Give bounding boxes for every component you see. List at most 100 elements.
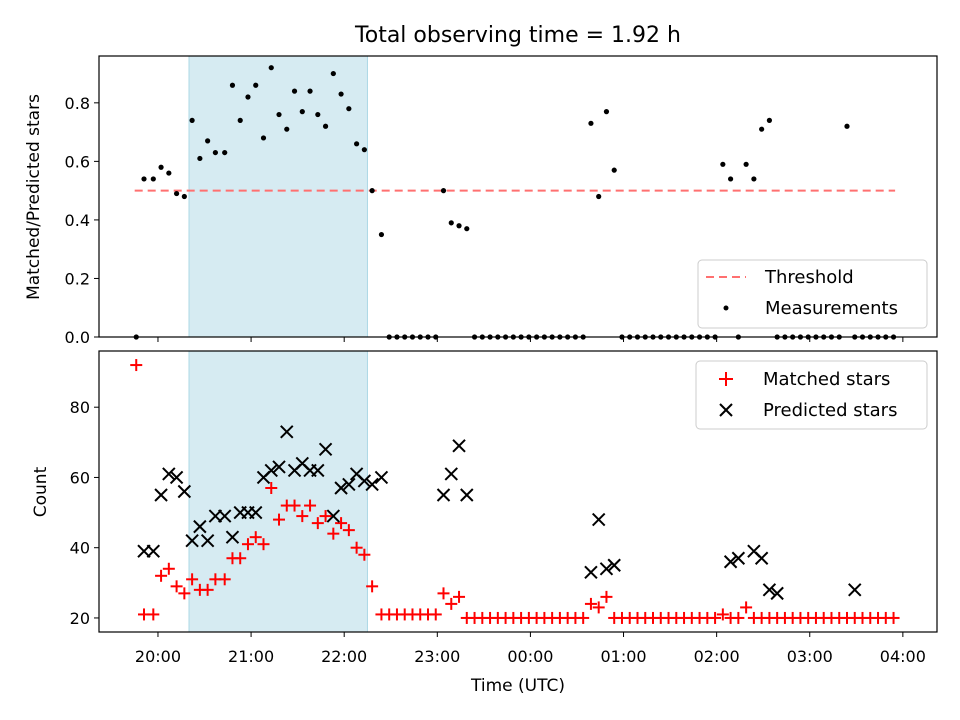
- measurement-point: [751, 176, 757, 182]
- matched-star-markers: [130, 359, 900, 624]
- y-tick-label: 20: [70, 609, 90, 628]
- matched-star-marker: [265, 481, 278, 494]
- measurement-point: [720, 161, 726, 167]
- measurement-points: [133, 65, 897, 340]
- measurement-point: [588, 120, 594, 126]
- measurement-point: [197, 155, 203, 162]
- measurement-point: [603, 109, 610, 115]
- measurement-point: [229, 82, 236, 88]
- matched-star-marker: [335, 517, 348, 530]
- matched-star-marker: [327, 527, 340, 540]
- measurement-point: [844, 123, 850, 129]
- measurement-point: [189, 117, 195, 123]
- matched-star-marker: [366, 580, 379, 593]
- measurement-point: [759, 126, 765, 132]
- predicted-star-marker: [754, 551, 769, 565]
- legend-matched-label: Matched stars: [763, 369, 890, 390]
- measurement-point: [369, 188, 375, 194]
- y-tick-label: 0.8: [65, 94, 90, 113]
- top-y-axis-label: Matched/Predicted stars: [24, 94, 44, 300]
- bottom-panel: Count Time (UTC) 20 40 60 80 20:00 21:00 22:0…: [31, 350, 938, 696]
- measurement-point: [611, 167, 617, 173]
- bottom-plot-frame: [98, 350, 938, 633]
- x-tick-label: 20:00: [135, 647, 181, 666]
- measurement-point: [141, 176, 147, 182]
- matched-star-marker: [716, 608, 729, 621]
- x-tick-label: 00:00: [507, 647, 553, 666]
- predicted-star-marker: [436, 488, 451, 502]
- measurement-point: [378, 231, 385, 238]
- measurement-point: [346, 106, 352, 112]
- measurement-point: [181, 193, 187, 200]
- measurement-point: [743, 161, 749, 167]
- predicted-star-marker: [200, 533, 215, 548]
- predicted-star-marker: [731, 551, 746, 565]
- y-tick-label: 80: [70, 398, 90, 417]
- matched-star-marker: [155, 569, 168, 582]
- top-plot-frame: [98, 55, 938, 338]
- top-y-ticks: 0.0 0.2 0.4 0.6 0.8: [65, 94, 99, 347]
- y-tick-label: 40: [70, 539, 90, 558]
- x-tick-label: 21:00: [228, 647, 274, 666]
- predicted-star-marker: [770, 586, 784, 601]
- measurement-point: [173, 190, 180, 197]
- matched-star-marker: [218, 573, 231, 586]
- measurement-point: [456, 223, 462, 229]
- shaded-span: [188, 350, 368, 633]
- bottom-y-ticks: 20 40 60 80: [70, 398, 99, 628]
- legend-measurement-swatch: [723, 305, 729, 311]
- matched-star-marker: [130, 359, 143, 372]
- bottom-shaded-region: [188, 350, 368, 633]
- measurement-point: [338, 91, 344, 97]
- legend-measurement-label: Measurements: [765, 298, 898, 319]
- matched-star-marker: [732, 611, 745, 624]
- measurement-point: [150, 176, 156, 182]
- measurement-point: [440, 188, 447, 194]
- matched-star-marker: [437, 587, 450, 600]
- bottom-x-ticks: 20:00 21:00 22:00 23:00 00:00 01:00 02:00 03:00…: [135, 632, 926, 666]
- predicted-star-marker: [193, 519, 207, 534]
- predicted-star-marker: [374, 470, 389, 485]
- measurement-point: [448, 220, 454, 226]
- matched-star-marker: [584, 597, 597, 610]
- measurement-point: [354, 141, 360, 147]
- matched-star-marker: [257, 538, 270, 551]
- matched-star-marker: [887, 611, 900, 624]
- predicted-star-marker: [249, 505, 263, 520]
- bottom-legend-box: [695, 360, 928, 430]
- matched-star-marker: [178, 587, 191, 600]
- top-x-ticks: [157, 337, 904, 342]
- legend-matched-swatch: [719, 372, 733, 386]
- measurement-point: [253, 82, 259, 88]
- predicted-star-marker: [444, 467, 458, 481]
- predicted-star-marker: [264, 463, 278, 478]
- measurement-point: [268, 65, 274, 71]
- measurement-point: [205, 138, 211, 144]
- predicted-star-marker: [272, 460, 286, 474]
- matched-star-marker: [319, 510, 332, 523]
- matched-star-marker: [170, 580, 183, 593]
- x-axis-label: Time (UTC): [470, 676, 565, 696]
- shaded-span: [188, 55, 368, 338]
- predicted-star-marker: [146, 544, 161, 558]
- matched-star-marker: [147, 608, 160, 621]
- predicted-star-marker: [723, 555, 738, 569]
- predicted-star-marker: [162, 467, 176, 481]
- predicted-star-marker: [334, 481, 348, 495]
- measurement-point: [315, 111, 321, 118]
- matched-star-marker: [273, 513, 286, 526]
- matched-star-marker: [709, 611, 722, 624]
- x-tick-label: 02:00: [694, 647, 740, 666]
- predicted-star-marker: [342, 477, 356, 492]
- top-legend: Threshold Measurements: [697, 259, 928, 329]
- matched-star-marker: [288, 499, 301, 512]
- matched-star-marker: [592, 601, 605, 614]
- bottom-legend: Matched stars Predicted stars: [695, 360, 928, 430]
- measurement-point: [158, 164, 164, 170]
- matched-star-marker: [311, 517, 324, 530]
- predicted-star-marker: [177, 484, 192, 499]
- measurement-point: [330, 70, 336, 77]
- measurement-point: [299, 109, 305, 115]
- matched-star-marker: [350, 541, 363, 554]
